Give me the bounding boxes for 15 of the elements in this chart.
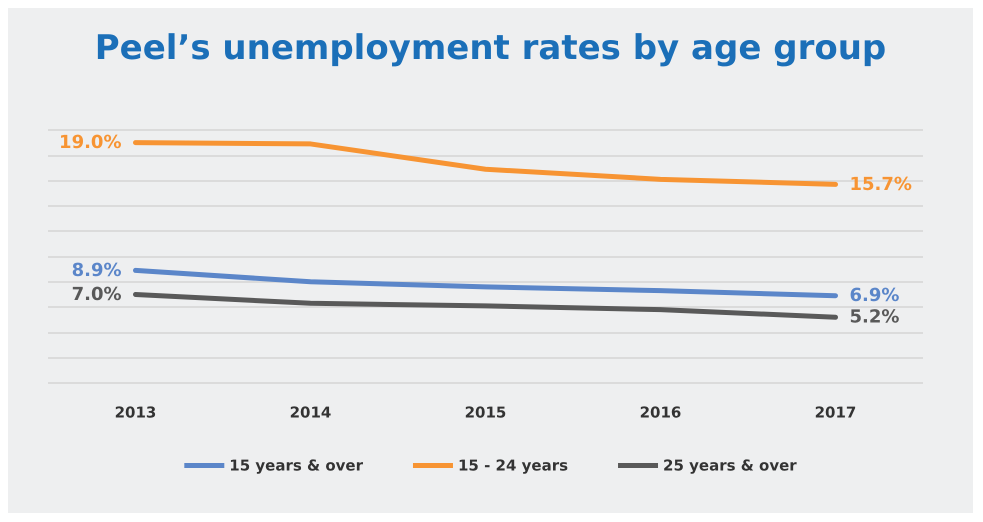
x-tick-label: 2013: [114, 404, 156, 422]
x-tick-label: 2016: [640, 404, 682, 422]
legend-label: 15 years & over: [229, 456, 364, 474]
data-label: 6.9%: [850, 285, 900, 306]
data-label: 19.0%: [59, 132, 122, 154]
data-label: 15.7%: [850, 174, 912, 195]
x-tick-label: 2015: [464, 404, 506, 422]
chart-title: Peel’s unemployment rates by age group: [94, 28, 886, 68]
data-label: 5.2%: [850, 306, 900, 328]
x-tick-label: 2014: [290, 404, 332, 422]
data-label: 7.0%: [72, 284, 122, 305]
x-tick-label: 2017: [814, 404, 856, 422]
data-label: 8.9%: [72, 260, 122, 281]
legend-label: 25 years & over: [663, 456, 798, 474]
legend-label: 15 - 24 years: [458, 456, 568, 474]
